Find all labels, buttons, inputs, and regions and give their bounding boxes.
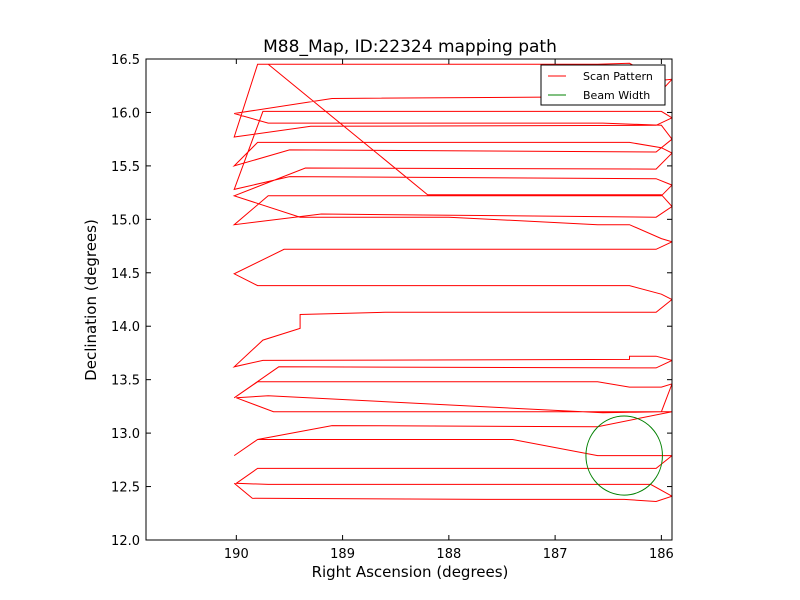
y-tick-label: 15.5 xyxy=(111,160,140,175)
series-layer xyxy=(232,62,672,503)
y-tick-label: 15.0 xyxy=(111,213,140,228)
y-tick-label: 12.0 xyxy=(111,534,140,549)
y-tick-label: 14.5 xyxy=(111,267,140,282)
y-axis-label: Declination (degrees) xyxy=(82,219,100,381)
y-tick-label: 12.5 xyxy=(111,481,140,496)
legend-label-scan-pattern: Scan Pattern xyxy=(583,70,653,83)
y-tick-label: 13.0 xyxy=(111,427,140,442)
x-tick-label: 189 xyxy=(330,547,355,562)
legend-box xyxy=(540,64,666,106)
scan-pattern-line xyxy=(232,62,672,503)
beam-width-circle xyxy=(585,415,663,496)
x-tick-label: 187 xyxy=(543,547,568,562)
plot-area xyxy=(146,59,672,540)
legend-label-beam-width: Beam Width xyxy=(583,89,650,102)
x-tick-label: 188 xyxy=(436,547,461,562)
x-tick-label: 190 xyxy=(224,547,249,562)
axes-frame xyxy=(145,58,673,541)
y-tick-label: 13.5 xyxy=(111,374,140,389)
chart-title: M88_Map, ID:22324 mapping path xyxy=(263,37,557,57)
plot-content xyxy=(232,62,672,503)
y-tick-label: 16.5 xyxy=(111,53,140,68)
y-tick-label: 16.0 xyxy=(111,106,140,121)
legend: Scan Pattern Beam Width xyxy=(540,64,666,106)
ticks-layer: 190 189 188 187 186 12.0 12.5 13.0 13.5 14.0 14.5 1… xyxy=(111,53,674,562)
x-axis-label: Right Ascension (degrees) xyxy=(312,563,509,581)
y-tick-label: 14.0 xyxy=(111,320,140,335)
x-tick-label: 186 xyxy=(649,547,674,562)
